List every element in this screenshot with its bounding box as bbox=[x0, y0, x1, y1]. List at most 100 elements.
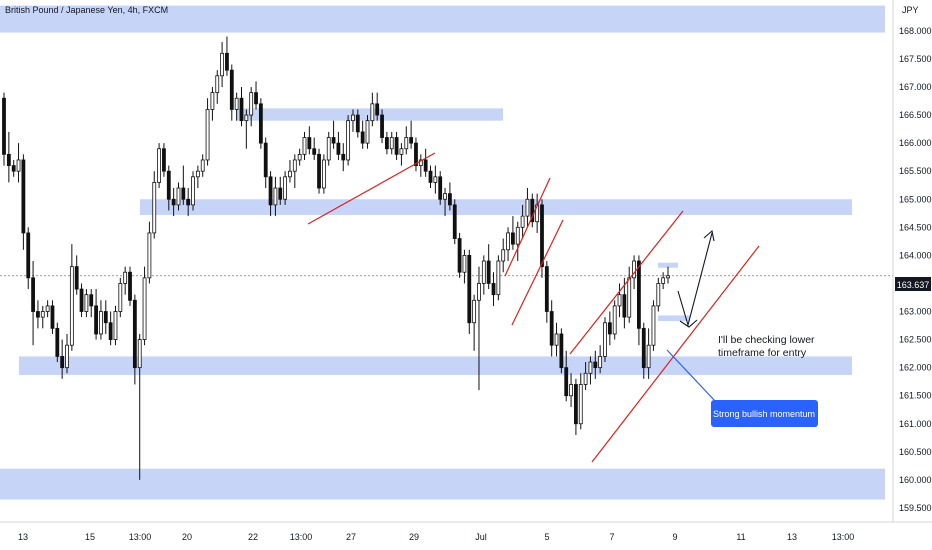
y-tick-10: 163.000 bbox=[899, 307, 932, 317]
candle-25 bbox=[123, 266, 128, 295]
y-tick-3: 166.500 bbox=[899, 110, 932, 120]
candle-82 bbox=[399, 143, 404, 166]
callout-box bbox=[711, 400, 818, 427]
candle-4 bbox=[21, 154, 26, 250]
candle-92 bbox=[447, 182, 452, 211]
candle-102 bbox=[496, 255, 501, 301]
candle-87 bbox=[423, 148, 428, 177]
channel-lower-main bbox=[591, 245, 760, 463]
y-tick-11: 162.500 bbox=[899, 335, 932, 345]
y-tick-8: 164.000 bbox=[899, 250, 932, 260]
candle-105 bbox=[511, 216, 515, 250]
candle-47 bbox=[229, 64, 234, 121]
candle-36 bbox=[176, 182, 181, 211]
currency-label: JPY bbox=[902, 5, 919, 15]
channel-upper-main bbox=[569, 210, 684, 355]
candle-129 bbox=[627, 266, 632, 323]
candle-16 bbox=[79, 283, 84, 318]
candle-63 bbox=[307, 126, 312, 155]
trend-drawings bbox=[307, 152, 760, 463]
candle-72 bbox=[351, 109, 355, 132]
candle-11 bbox=[55, 322, 60, 363]
candle-43 bbox=[210, 87, 215, 121]
candle-38 bbox=[186, 188, 191, 217]
candle-100 bbox=[486, 244, 491, 290]
candle-46 bbox=[225, 36, 229, 76]
candle-135 bbox=[656, 277, 661, 312]
candle-60 bbox=[292, 154, 297, 189]
candle-51 bbox=[249, 87, 254, 127]
candle-42 bbox=[205, 98, 210, 166]
candle-26 bbox=[128, 266, 132, 306]
zone-3 bbox=[658, 315, 690, 322]
candle-113 bbox=[549, 300, 554, 357]
zone-1 bbox=[237, 108, 503, 121]
candle-136 bbox=[661, 272, 666, 290]
candle-24 bbox=[118, 277, 123, 318]
candle-54 bbox=[263, 137, 268, 189]
y-tick-2: 167.000 bbox=[899, 82, 932, 92]
candle-28 bbox=[137, 333, 142, 480]
candle-71 bbox=[346, 115, 351, 166]
candle-33 bbox=[162, 143, 166, 177]
time-axis[interactable]: 13 15 13:00 20 22 13:00 27 29 Jul 5 7 9 11 13 13:00 bbox=[18, 532, 854, 542]
candle-21 bbox=[103, 300, 108, 334]
y-tick-13: 161.500 bbox=[899, 391, 932, 401]
candle-9 bbox=[45, 300, 50, 318]
candle-101 bbox=[491, 272, 496, 306]
x-tick-4: 22 bbox=[248, 532, 258, 542]
candle-57 bbox=[278, 176, 283, 205]
y-tick-7: 164.500 bbox=[899, 222, 932, 232]
candle-52 bbox=[254, 81, 258, 110]
candle-122 bbox=[593, 350, 598, 379]
zone-6 bbox=[0, 468, 885, 500]
candle-68 bbox=[331, 120, 336, 149]
candle-37 bbox=[181, 165, 186, 205]
candle-53 bbox=[258, 98, 263, 149]
zone-0 bbox=[0, 5, 885, 33]
candle-93 bbox=[452, 199, 457, 245]
candle-104 bbox=[506, 227, 510, 261]
y-tick-16: 160.000 bbox=[899, 475, 932, 485]
channel-upper-small bbox=[504, 177, 551, 277]
x-tick-0: 13 bbox=[18, 532, 28, 542]
candle-62 bbox=[302, 131, 307, 160]
x-tick-13: 13 bbox=[787, 532, 797, 542]
candle-98 bbox=[477, 266, 481, 391]
candle-22 bbox=[108, 311, 113, 346]
x-tick-5: 13:00 bbox=[290, 532, 313, 542]
candle-75 bbox=[365, 115, 370, 149]
candle-127 bbox=[617, 283, 622, 318]
y-tick-0: 168.000 bbox=[899, 26, 932, 36]
candle-34 bbox=[166, 165, 171, 211]
x-tick-11: 9 bbox=[672, 532, 677, 542]
channel-lower-small bbox=[511, 219, 564, 326]
candle-86 bbox=[418, 154, 423, 177]
candle-137 bbox=[666, 266, 670, 284]
candle-5 bbox=[26, 227, 31, 290]
candle-91 bbox=[443, 188, 447, 217]
candle-45 bbox=[220, 42, 225, 87]
candle-119 bbox=[578, 373, 583, 430]
chart-title: British Pound / Japanese Yen, 4h, FXCM bbox=[5, 5, 168, 15]
x-tick-6: 27 bbox=[346, 532, 356, 542]
zone-5 bbox=[19, 356, 852, 375]
candle-10 bbox=[50, 300, 55, 334]
candle-73 bbox=[355, 109, 360, 138]
candle-20 bbox=[99, 300, 103, 340]
y-tick-4: 166.000 bbox=[899, 138, 932, 148]
candle-123 bbox=[598, 345, 603, 374]
candle-134 bbox=[651, 300, 656, 351]
current-price-tag bbox=[895, 277, 931, 291]
candle-90 bbox=[438, 171, 443, 205]
candle-23 bbox=[113, 305, 118, 346]
candle-88 bbox=[428, 165, 433, 189]
candle-132 bbox=[641, 322, 646, 379]
candle-0 bbox=[2, 92, 6, 166]
candle-133 bbox=[646, 328, 651, 379]
candle-6 bbox=[31, 261, 35, 346]
candle-31 bbox=[152, 171, 157, 239]
candle-1 bbox=[6, 131, 11, 183]
y-tick-17: 159.500 bbox=[899, 503, 932, 513]
